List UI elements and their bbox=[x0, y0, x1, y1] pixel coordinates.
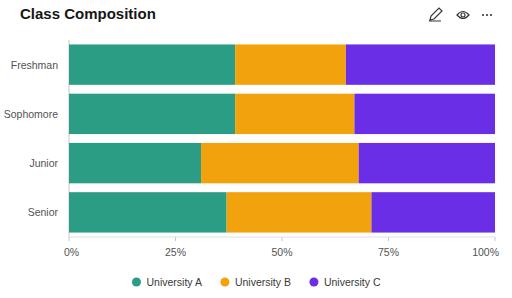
more-dot bbox=[490, 14, 492, 16]
legend-item: University B bbox=[220, 276, 291, 288]
x-axis: 0% 25% 50% 75% 100% bbox=[64, 237, 499, 258]
bar-segment bbox=[227, 192, 372, 232]
x-tick bbox=[282, 237, 283, 241]
view-icon-pupil bbox=[461, 13, 465, 17]
x-tick-label: 50% bbox=[271, 246, 292, 258]
bar-segment bbox=[359, 143, 495, 183]
x-tick-label: 25% bbox=[165, 246, 186, 258]
bar-segment bbox=[69, 94, 235, 134]
more-dot bbox=[486, 14, 488, 16]
legend: University A University B University C bbox=[132, 276, 381, 288]
x-tick bbox=[69, 237, 70, 241]
bar-segment bbox=[354, 94, 495, 134]
y-tick-label: Freshman bbox=[11, 59, 58, 71]
legend-label: University C bbox=[324, 276, 381, 288]
y-axis: Freshman Sophomore Junior Senior bbox=[4, 59, 59, 219]
bar-segment bbox=[69, 44, 235, 84]
bar-segment bbox=[371, 192, 495, 232]
x-tick-label: 75% bbox=[378, 246, 399, 258]
x-tick bbox=[495, 237, 496, 241]
legend-item: University A bbox=[132, 276, 202, 288]
legend-label: University A bbox=[146, 276, 201, 288]
y-tick-label: Sophomore bbox=[4, 108, 58, 120]
x-tick-label: 100% bbox=[472, 246, 499, 258]
header-icons[interactable] bbox=[429, 8, 469, 21]
view-icon[interactable] bbox=[457, 12, 469, 19]
chart-svg: Class Composition 0% 25% 50% 75% 100% Freshman… bbox=[0, 0, 512, 298]
bar-segment bbox=[235, 94, 354, 134]
x-axis-line bbox=[69, 237, 495, 238]
x-tick bbox=[175, 237, 176, 241]
bar-segment bbox=[235, 44, 346, 84]
bars bbox=[69, 44, 495, 232]
bar-segment bbox=[346, 44, 495, 84]
x-tick bbox=[388, 237, 389, 241]
legend-label: University B bbox=[235, 276, 291, 288]
legend-swatch bbox=[309, 278, 318, 287]
chart-root: Class Composition 0% 25% 50% 75% 100% Freshman… bbox=[0, 0, 512, 298]
y-tick-label: Senior bbox=[28, 206, 59, 218]
legend-item: University C bbox=[309, 276, 381, 288]
more-icon[interactable] bbox=[482, 14, 492, 16]
bar-segment bbox=[69, 192, 227, 232]
bar-segment bbox=[69, 143, 201, 183]
edit-icon[interactable] bbox=[429, 8, 442, 21]
y-tick-label: Junior bbox=[29, 157, 58, 169]
more-dot bbox=[482, 14, 484, 16]
bar-segment bbox=[201, 143, 359, 183]
x-tick-label: 0% bbox=[64, 246, 79, 258]
chart-title: Class Composition bbox=[20, 5, 156, 22]
legend-swatch bbox=[132, 278, 141, 287]
legend-swatch bbox=[220, 278, 229, 287]
